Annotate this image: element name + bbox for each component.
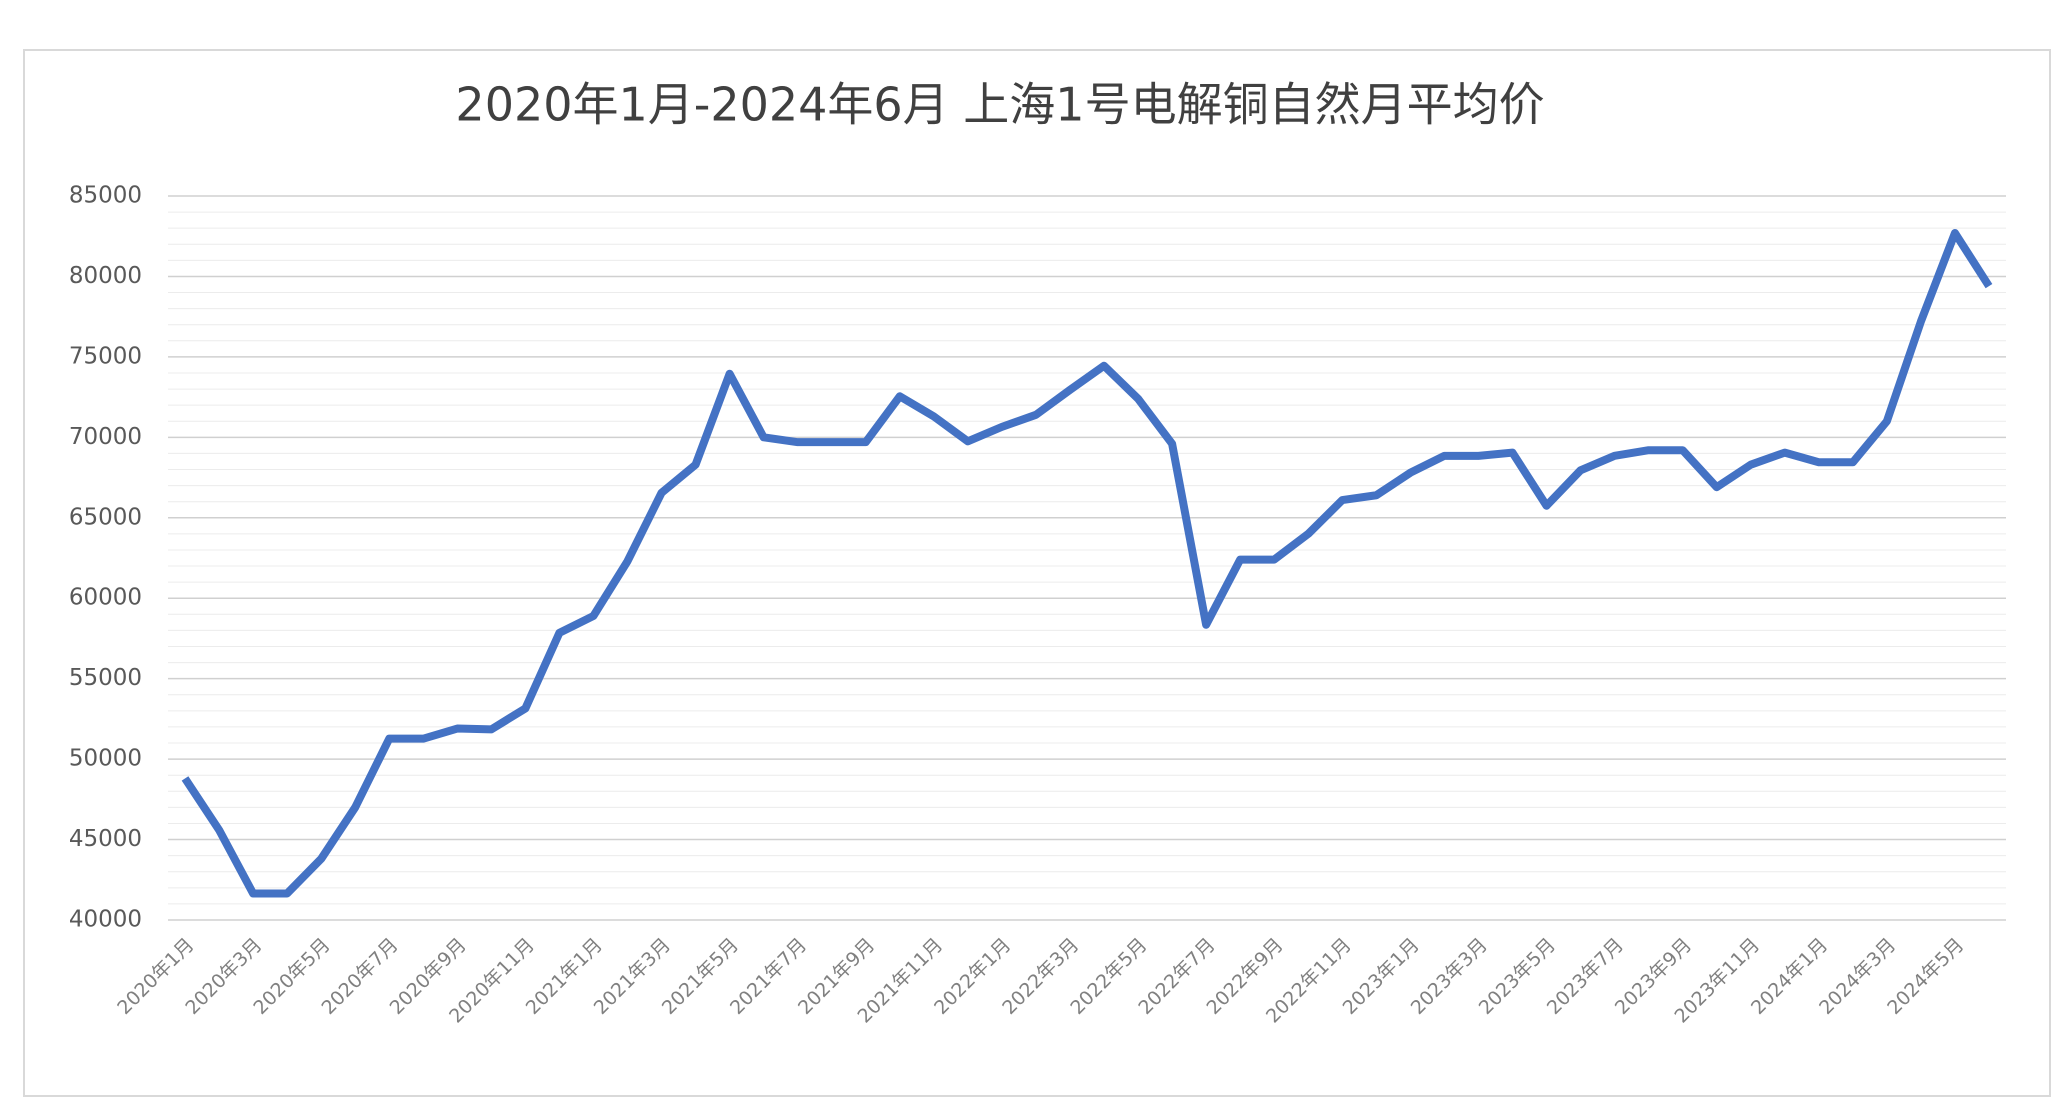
y-tick-label: 40000 [69, 907, 142, 933]
chart-frame [23, 49, 2051, 1097]
y-tick-label: 75000 [69, 343, 142, 369]
data-line [181, 229, 1993, 898]
y-tick-label: 70000 [69, 424, 142, 450]
y-tick-label: 45000 [69, 826, 142, 852]
y-tick-label: 55000 [69, 665, 142, 691]
y-tick-label: 80000 [69, 263, 142, 289]
chart-title: 2020年1月-2024年6月 上海1号电解铜自然月平均价 [455, 78, 1544, 132]
y-tick-label: 65000 [69, 504, 142, 530]
y-tick-label: 85000 [69, 183, 142, 209]
y-tick-label: 50000 [69, 746, 142, 772]
y-tick-label: 60000 [69, 585, 142, 611]
